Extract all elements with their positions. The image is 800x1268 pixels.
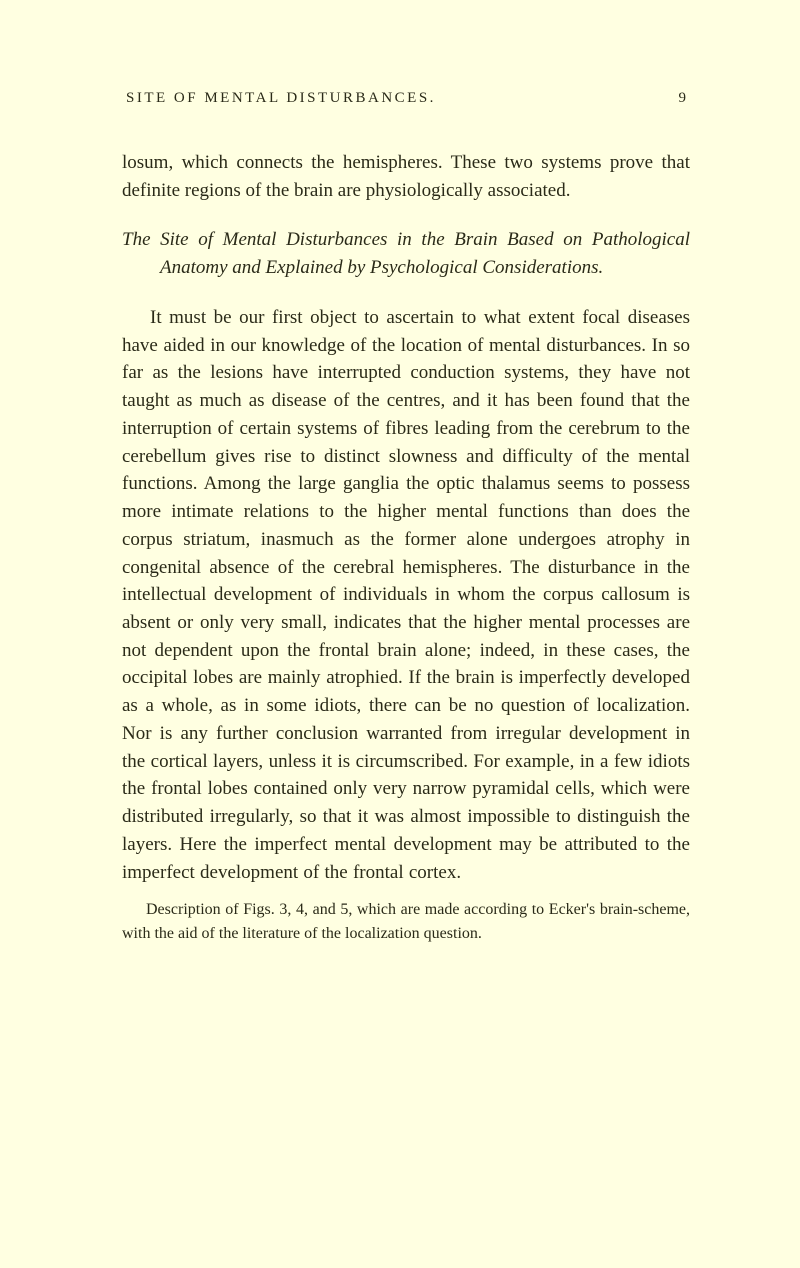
running-head: SITE OF MENTAL DISTURBANCES. 9	[122, 90, 690, 107]
page-number: 9	[679, 90, 687, 107]
running-title: SITE OF MENTAL DISTURBANCES.	[126, 90, 436, 107]
footnote: Description of Figs. 3, 4, and 5, which …	[122, 898, 690, 944]
body-paragraph: It must be our first object to ascertain…	[122, 304, 690, 886]
section-subheading: The Site of Mental Disturbances in the B…	[122, 226, 690, 281]
intro-paragraph: losum, which connects the hemispheres. T…	[122, 149, 690, 204]
page-container: SITE OF MENTAL DISTURBANCES. 9 losum, wh…	[0, 0, 800, 1268]
